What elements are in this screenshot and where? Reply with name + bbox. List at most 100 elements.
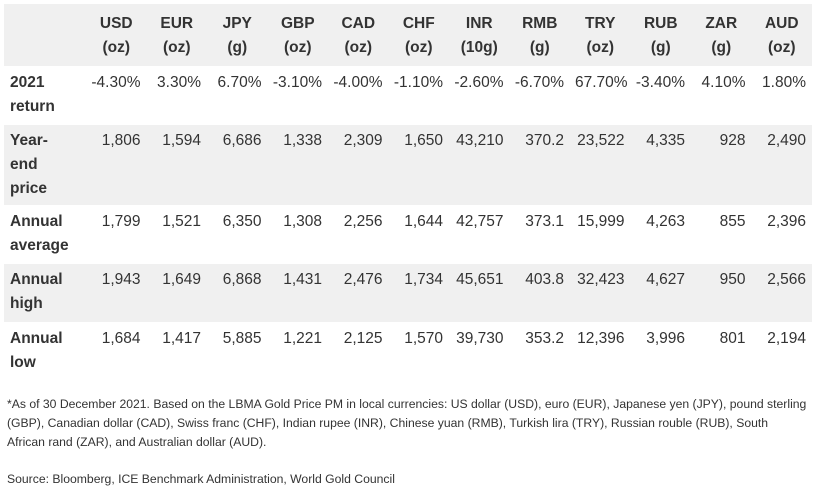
currency-unit: (10g)	[460, 39, 498, 56]
table-row: Annual low 1,684 1,417 5,885 1,221 2,125 …	[4, 322, 812, 379]
currency-code: EUR	[160, 15, 194, 32]
table-cell: 2,476	[328, 263, 389, 323]
table-cell: -6.70%	[509, 66, 570, 125]
table-cell: 1,649	[146, 263, 207, 323]
table-cell: 5,885	[207, 322, 268, 379]
column-header: CAD (oz)	[328, 4, 389, 67]
currency-code: TRY	[585, 15, 616, 32]
currency-code: CHF	[402, 15, 435, 32]
table-cell: 928	[691, 124, 752, 206]
table-cell: 45,651	[449, 263, 510, 323]
corner-header-cell	[4, 4, 86, 67]
currency-code: GBP	[280, 15, 315, 32]
table-cell: 370.2	[509, 124, 570, 206]
table-cell: 1,734	[388, 263, 449, 323]
table-cell: -2.60%	[449, 66, 510, 125]
currency-unit: (oz)	[162, 39, 191, 56]
table-cell: 1,644	[388, 205, 449, 264]
table-cell: 39,730	[449, 322, 510, 379]
table-cell: 1,417	[146, 322, 207, 379]
table-cell: 6,868	[207, 263, 268, 323]
column-header: AUD (oz)	[751, 4, 812, 67]
currency-code: CAD	[341, 15, 376, 32]
table-cell: 950	[691, 263, 752, 323]
table-cell: 42,757	[449, 205, 510, 264]
column-header: INR (10g)	[449, 4, 510, 67]
column-header: CHF (oz)	[388, 4, 449, 67]
table-cell: 1,943	[86, 263, 147, 323]
table-cell: 1,594	[146, 124, 207, 206]
table-cell: 373.1	[509, 205, 570, 264]
row-label-line: average	[10, 237, 69, 254]
table-cell: -3.10%	[267, 66, 328, 125]
gold-price-table-container: USD (oz) EUR (oz) JPY (g) GBP (oz) CAD (oz) C…	[4, 4, 812, 379]
column-header: GBP (oz)	[267, 4, 328, 67]
column-header: TRY (oz)	[570, 4, 631, 67]
row-label-line: end	[10, 156, 38, 173]
source-note: Source: Bloomberg, ICE Benchmark Adminis…	[7, 472, 395, 486]
table-row: 2021 return -4.30% 3.30% 6.70% -3.10% -4.…	[4, 66, 812, 125]
table-cell: 1,338	[267, 124, 328, 206]
row-label-line: Annual	[10, 213, 63, 230]
table-header-row: USD (oz) EUR (oz) JPY (g) GBP (oz) CAD (oz) C…	[4, 4, 812, 67]
table-cell: 1,650	[388, 124, 449, 206]
table-cell: 15,999	[570, 205, 631, 264]
currency-code: ZAR	[705, 15, 738, 32]
table-cell: 2,490	[751, 124, 812, 206]
table-cell: 1,684	[86, 322, 147, 379]
row-label-line: price	[10, 180, 48, 197]
table-cell: 801	[691, 322, 752, 379]
currency-code: AUD	[764, 15, 799, 32]
table-cell: 12,396	[570, 322, 631, 379]
table-cell: 1,799	[86, 205, 147, 264]
currency-unit: (oz)	[102, 39, 131, 56]
currency-unit: (oz)	[283, 39, 312, 56]
table-cell: 2,566	[751, 263, 812, 323]
table-cell: 353.2	[509, 322, 570, 379]
table-cell: 32,423	[570, 263, 631, 323]
currency-code: JPY	[222, 15, 252, 32]
currency-code: RUB	[643, 15, 678, 32]
gold-price-table: USD (oz) EUR (oz) JPY (g) GBP (oz) CAD (oz) C…	[4, 4, 812, 379]
row-label-line: Annual	[10, 330, 63, 347]
row-header: 2021 return	[4, 66, 86, 125]
table-cell: 2,396	[751, 205, 812, 264]
currency-unit: (g)	[650, 39, 671, 56]
table-cell: 1,221	[267, 322, 328, 379]
column-header: RUB (g)	[630, 4, 691, 67]
row-header: Annual low	[4, 322, 86, 379]
table-cell: -4.30%	[86, 66, 147, 125]
table-cell: 23,522	[570, 124, 631, 206]
table-cell: 2,256	[328, 205, 389, 264]
table-row: Annual average 1,799 1,521 6,350 1,308 2,…	[4, 205, 812, 264]
column-header: RMB (g)	[509, 4, 570, 67]
currency-unit: (oz)	[767, 39, 796, 56]
table-cell: 4,263	[630, 205, 691, 264]
column-header: USD (oz)	[86, 4, 147, 67]
table-cell: 43,210	[449, 124, 510, 206]
column-header: EUR (oz)	[146, 4, 207, 67]
row-label-line: Annual	[10, 271, 63, 288]
table-cell: 2,194	[751, 322, 812, 379]
table-cell: 6,350	[207, 205, 268, 264]
table-row: Annual high 1,943 1,649 6,868 1,431 2,476…	[4, 263, 812, 323]
currency-unit: (g)	[711, 39, 732, 56]
currency-unit: (g)	[529, 39, 550, 56]
row-header: Annual high	[4, 263, 86, 323]
table-cell: 855	[691, 205, 752, 264]
table-cell: 67.70%	[570, 66, 631, 125]
table-cell: 3.30%	[146, 66, 207, 125]
currency-unit: (oz)	[404, 39, 433, 56]
table-cell: 1.80%	[751, 66, 812, 125]
table-cell: 1,570	[388, 322, 449, 379]
column-header: ZAR (g)	[691, 4, 752, 67]
row-header: Year-end price	[4, 124, 86, 206]
currency-unit: (oz)	[586, 39, 615, 56]
table-cell: 4,627	[630, 263, 691, 323]
table-cell: -1.10%	[388, 66, 449, 125]
table-cell: 4.10%	[691, 66, 752, 125]
table-cell: 4,335	[630, 124, 691, 206]
table-cell: 6.70%	[207, 66, 268, 125]
currency-code: USD	[99, 15, 133, 32]
table-cell: -3.40%	[630, 66, 691, 125]
